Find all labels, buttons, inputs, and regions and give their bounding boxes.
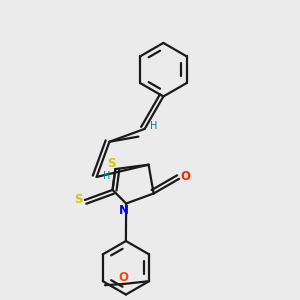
Text: O: O xyxy=(181,169,191,183)
Text: H: H xyxy=(150,121,158,131)
Text: O: O xyxy=(119,271,129,284)
Text: N: N xyxy=(118,204,128,217)
Text: H: H xyxy=(103,171,110,181)
Text: S: S xyxy=(107,157,116,170)
Text: S: S xyxy=(74,194,82,206)
